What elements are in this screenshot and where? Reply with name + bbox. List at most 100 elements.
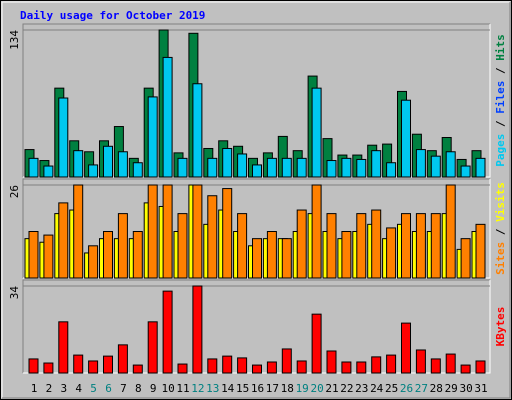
bar — [73, 354, 84, 374]
bar — [28, 231, 39, 279]
bar — [177, 157, 188, 178]
bar — [356, 213, 367, 279]
bar — [430, 213, 441, 279]
x-tick-label: 5 — [90, 382, 97, 395]
x-tick-label: 16 — [251, 382, 264, 395]
bar — [58, 202, 69, 279]
bar — [326, 350, 337, 374]
x-tick-label: 10 — [161, 382, 174, 395]
legend-entry: Hits — [494, 34, 507, 61]
bar — [311, 313, 322, 374]
bar — [88, 245, 99, 279]
bar — [207, 358, 218, 374]
x-tick-label: 13 — [206, 382, 219, 395]
bar — [266, 157, 277, 178]
y-tick-label: 134 — [8, 30, 21, 50]
bar — [341, 361, 352, 374]
bar — [162, 56, 173, 178]
bar — [192, 184, 203, 279]
x-tick-label: 18 — [281, 382, 294, 395]
chart-title: Daily usage for October 2019 — [20, 9, 205, 22]
bar — [28, 358, 39, 374]
x-tick-label: 6 — [105, 382, 112, 395]
x-tick-label: 15 — [236, 382, 249, 395]
bar — [177, 363, 188, 374]
x-tick-label: 14 — [221, 382, 235, 395]
bar — [296, 360, 307, 374]
bar — [117, 213, 128, 279]
x-tick-label: 24 — [370, 382, 384, 395]
bar — [222, 188, 233, 279]
bar — [371, 209, 382, 279]
legend-entry: KBytes — [494, 307, 507, 347]
bar — [192, 83, 203, 178]
bar — [415, 149, 426, 178]
y-tick-label: 26 — [8, 185, 21, 198]
bar — [460, 165, 471, 178]
bar — [386, 227, 397, 279]
x-tick-label: 7 — [120, 382, 127, 395]
bar — [252, 364, 262, 374]
bar — [132, 231, 143, 279]
bar — [401, 322, 411, 374]
bar — [103, 145, 113, 178]
bar — [88, 360, 99, 374]
legend-entry: Pages — [494, 134, 507, 167]
bar — [192, 285, 203, 374]
bar — [341, 231, 352, 279]
bar — [117, 151, 128, 178]
x-tick-label: 25 — [385, 382, 398, 395]
bar — [326, 213, 337, 279]
bar — [132, 364, 143, 374]
bar — [43, 362, 54, 374]
bar — [401, 213, 411, 279]
legend-entry: Files — [494, 81, 507, 114]
x-tick-label: 2 — [46, 382, 53, 395]
bar — [475, 223, 486, 279]
bar — [207, 195, 218, 279]
bar — [460, 364, 471, 374]
bar — [266, 361, 277, 374]
bar — [207, 157, 218, 178]
x-tick-label: 8 — [135, 382, 142, 395]
bar — [222, 355, 233, 374]
bar — [266, 231, 277, 279]
bar — [28, 157, 39, 178]
bar — [132, 162, 143, 178]
bar — [222, 147, 233, 178]
x-tick-label: 28 — [430, 382, 443, 395]
bar — [58, 97, 69, 178]
bar — [281, 157, 292, 178]
bar — [386, 354, 397, 374]
legend: Sites / Visits — [494, 182, 507, 275]
x-tick-label: 4 — [75, 382, 82, 395]
bar — [88, 164, 99, 178]
plot-area — [23, 280, 490, 373]
bar — [475, 157, 486, 178]
bar — [341, 157, 352, 178]
bar — [162, 184, 173, 279]
bar — [401, 99, 411, 178]
legend: Pages / Files / Hits — [494, 34, 507, 167]
legend: KBytes — [494, 307, 507, 347]
x-tick-label: 22 — [340, 382, 353, 395]
bar — [73, 150, 84, 178]
bar — [415, 213, 426, 279]
x-tick-label: 9 — [150, 382, 157, 395]
plot-border — [22, 178, 490, 278]
bar — [430, 358, 441, 374]
legend-entry: Visits — [494, 182, 507, 222]
x-tick-label: 20 — [310, 382, 323, 395]
x-tick-label: 11 — [176, 382, 189, 395]
x-tick-label: 21 — [325, 382, 338, 395]
x-tick-label: 1 — [31, 382, 38, 395]
bar — [445, 151, 456, 178]
bar — [147, 321, 158, 374]
bar — [103, 231, 113, 279]
bar — [430, 155, 441, 178]
bar — [445, 353, 456, 374]
bar — [58, 321, 69, 374]
legend-separator: / — [494, 61, 507, 81]
